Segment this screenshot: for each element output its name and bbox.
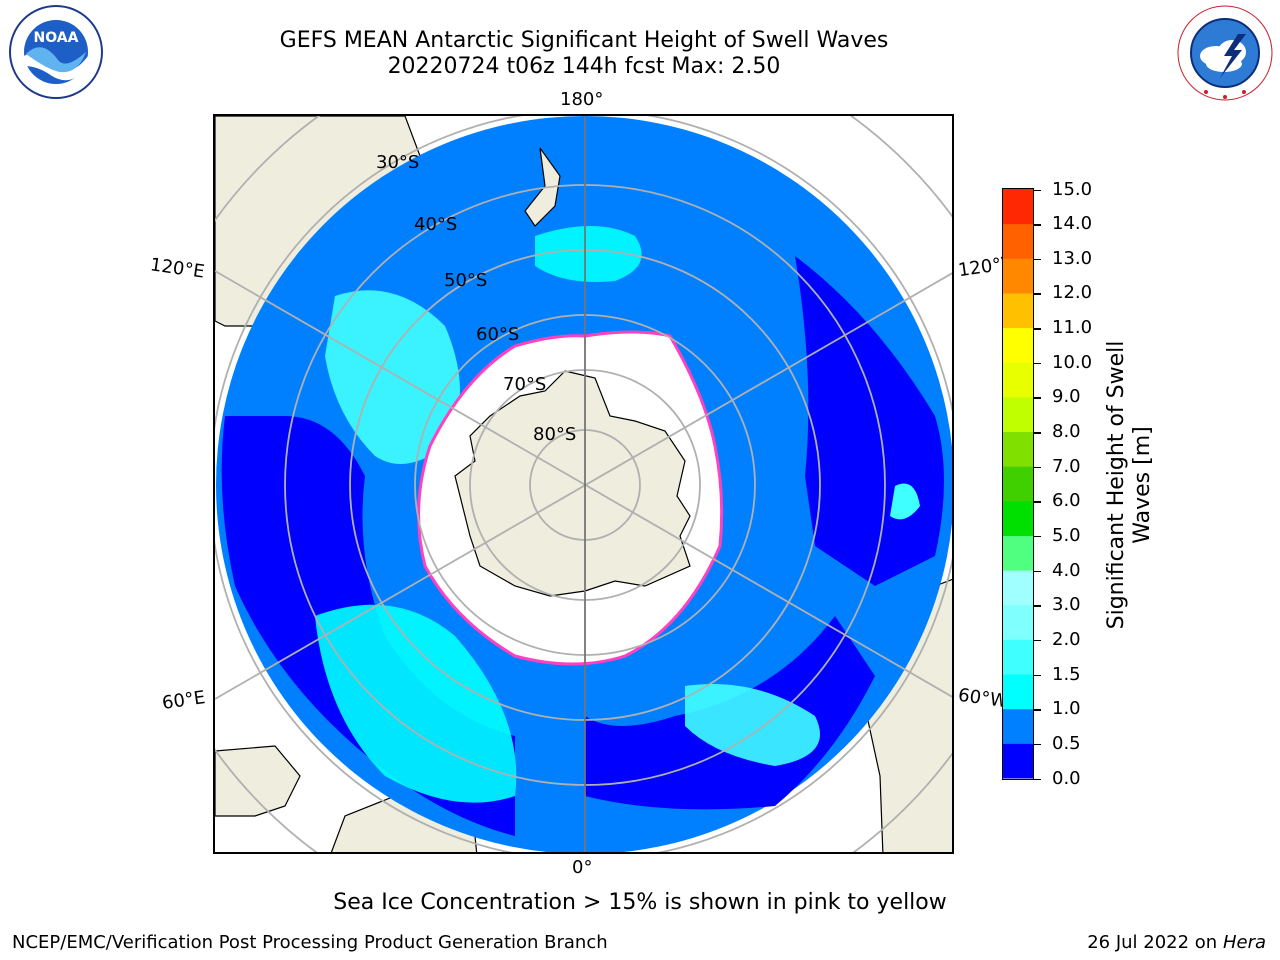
colorbar-tick-label: 9.0 <box>1052 386 1081 408</box>
colorbar-tick-label: 8.0 <box>1052 421 1081 443</box>
colorbar-tick <box>1034 674 1041 677</box>
colorbar-band <box>1003 189 1033 225</box>
colorbar-tick <box>1034 605 1041 607</box>
swell-cyan-north <box>535 226 642 282</box>
colorbar-tick-label: 2.0 <box>1052 628 1081 650</box>
colorbar-tick-label: 0.0 <box>1052 767 1081 789</box>
colorbar-band <box>1003 708 1033 744</box>
colorbar-band <box>1003 500 1033 536</box>
colorbar-tick-label: 11.0 <box>1052 317 1093 339</box>
colorbar-band <box>1003 743 1033 779</box>
colorbar-tick-label: 14.0 <box>1052 213 1093 235</box>
colorbar-band <box>1003 327 1033 363</box>
lat-label-60s: 60°S <box>476 324 520 345</box>
nws-logo <box>1177 5 1273 101</box>
colorbar-tick <box>1034 743 1041 746</box>
colorbar-band <box>1003 639 1033 675</box>
colorbar-tick <box>1034 432 1041 434</box>
chart-subtitle: 20220724 t06z 144h fcst Max: 2.50 <box>387 54 781 79</box>
colorbar-tick-label: 1.0 <box>1052 698 1081 720</box>
colorbar-band <box>1003 362 1033 398</box>
swell-cyan-southwest <box>315 604 517 803</box>
colorbar-band <box>1003 431 1033 467</box>
colorbar-band <box>1003 223 1033 259</box>
lon-label-180: 180° <box>560 89 604 110</box>
colorbar-tick-label: 10.0 <box>1052 351 1093 373</box>
colorbar-tick <box>1034 258 1041 261</box>
colorbar <box>1002 188 1034 780</box>
swell-cyan-southeast <box>685 684 820 766</box>
colorbar-tick-label: 15.0 <box>1052 178 1093 200</box>
footer-branch: NCEP/EMC/Verification Post Processing Pr… <box>12 932 608 953</box>
lon-label-60e: 60°E <box>160 687 207 714</box>
lat-label-50s: 50°S <box>444 270 488 291</box>
colorbar-tick <box>1034 709 1041 711</box>
colorbar-tick-label: 4.0 <box>1052 559 1081 581</box>
colorbar-band <box>1003 466 1033 502</box>
colorbar-band <box>1003 292 1033 329</box>
colorbar-band <box>1003 674 1033 710</box>
colorbar-tick-label: 13.0 <box>1052 247 1093 269</box>
lon-label-0: 0° <box>572 857 593 878</box>
colorbar-band <box>1003 570 1033 606</box>
colorbar-tick-label: 0.5 <box>1052 732 1081 754</box>
noaa-logo: NOAA <box>9 5 103 99</box>
colorbar-tick-label: 7.0 <box>1052 455 1081 477</box>
lat-label-40s: 40°S <box>414 214 458 235</box>
map-canvas <box>215 116 952 852</box>
colorbar-label-line2: Waves [m] <box>1130 426 1155 544</box>
colorbar-band <box>1003 535 1033 571</box>
colorbar-tick <box>1034 778 1041 780</box>
colorbar-band <box>1003 258 1033 294</box>
colorbar-label-line1: Significant Height of Swell <box>1104 340 1129 630</box>
lon-label-120e: 120°E <box>148 254 206 283</box>
colorbar-tick-label: 3.0 <box>1052 594 1081 616</box>
footer-host: Hera <box>1222 932 1266 953</box>
swell-cyan-east <box>890 483 920 520</box>
colorbar-band <box>1003 396 1033 433</box>
colorbar-tick-label: 12.0 <box>1052 282 1093 304</box>
colorbar-tick-label: 6.0 <box>1052 490 1081 512</box>
colorbar-tick <box>1034 535 1041 538</box>
colorbar-label: Significant Height of Swell Waves [m] <box>1104 341 1156 630</box>
lat-label-70s: 70°S <box>503 374 547 395</box>
polar-map[interactable] <box>213 114 954 854</box>
footer-date: 26 Jul 2022 on Hera <box>1087 932 1266 953</box>
lat-label-30s: 30°S <box>376 152 420 173</box>
colorbar-tick <box>1034 466 1041 469</box>
noaa-logo-text: NOAA <box>34 30 79 46</box>
colorbar-tick <box>1034 328 1041 330</box>
colorbar-tick <box>1034 639 1041 642</box>
land-africa <box>215 745 301 817</box>
colorbar-tick <box>1034 501 1041 503</box>
colorbar-tick-label: 5.0 <box>1052 524 1081 546</box>
footer-date-text: 26 Jul 2022 on <box>1087 932 1223 953</box>
chart-title: GEFS MEAN Antarctic Significant Height o… <box>279 28 889 53</box>
lat-label-80s: 80°S <box>533 424 577 445</box>
colorbar-tick-label: 1.5 <box>1052 663 1081 685</box>
colorbar-tick <box>1034 224 1041 226</box>
colorbar-tick <box>1034 189 1041 191</box>
sea-ice-note: Sea Ice Concentration > 15% is shown in … <box>333 890 947 915</box>
land-new-zealand <box>524 147 561 227</box>
colorbar-tick <box>1034 397 1041 399</box>
colorbar-tick <box>1034 570 1041 573</box>
colorbar-tick <box>1034 362 1041 365</box>
colorbar-band <box>1003 604 1033 640</box>
colorbar-tick <box>1034 293 1041 295</box>
